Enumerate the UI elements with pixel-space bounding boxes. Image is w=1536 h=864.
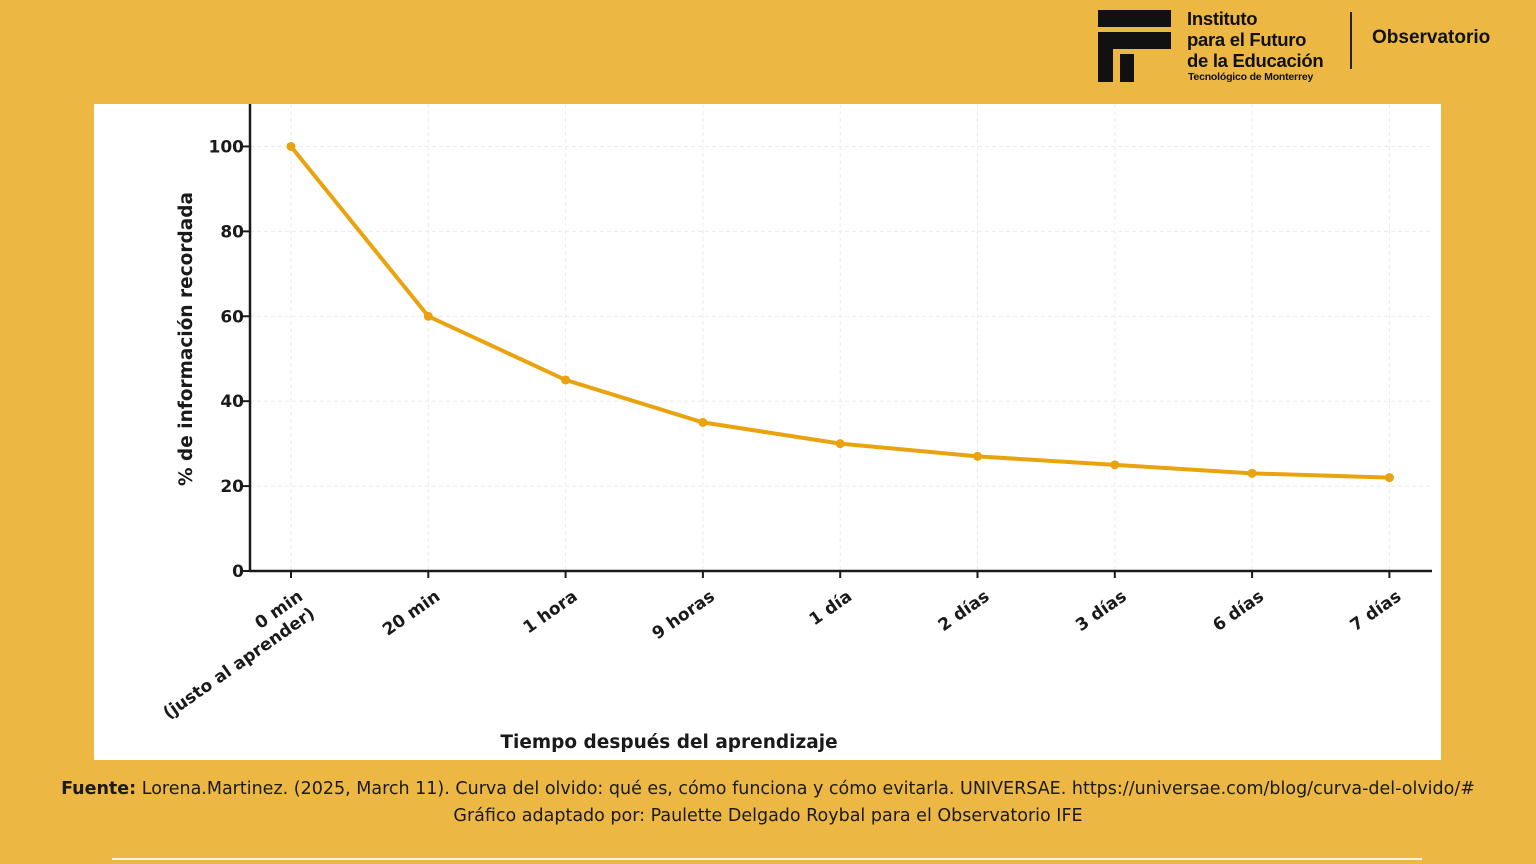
data-point [423,311,433,321]
adapted-by-line: Gráfico adaptado por: Paulette Delgado R… [453,806,1083,826]
x-tick-label-line: 2 días [935,587,993,636]
institute-subtitle: Tecnológico de Monterrey [1188,71,1314,83]
data-point [286,141,296,151]
x-tick-label: 1 día [806,587,856,630]
observatorio-label: Observatorio [1372,27,1491,48]
logo-divider [1350,12,1352,69]
institute-line-2: para el Futuro [1187,29,1307,50]
x-tick-label: 2 días [935,587,993,636]
x-tick-label-line: 7 días [1347,587,1405,636]
bottom-divider [112,858,1422,860]
x-tick-label: 0 min(justo al aprender) [148,587,319,724]
institute-line-1: Instituto [1187,8,1258,29]
source-line: Fuente: Lorena.Martinez. (2025, March 11… [0,776,1536,803]
data-point [1110,460,1120,470]
source-label: Fuente: [61,779,137,799]
x-axis-title: Tiempo después del aprendizaje [500,732,837,753]
x-tick-label-line: 3 días [1072,587,1130,636]
x-tick-label: 1 hora [520,587,582,639]
data-point [698,417,708,427]
x-tick-label: 6 días [1209,587,1267,636]
y-tick-label: 20 [220,477,244,497]
x-tick-label-line: 6 días [1209,587,1267,636]
ife-logo: Instituto para el Futuro de la Educación… [1098,8,1518,90]
x-tick-label-line: (justo al aprender) [160,604,319,724]
data-point [835,439,845,449]
data-point [973,451,982,461]
x-tick-label: 3 días [1072,587,1130,636]
data-point [1247,468,1257,478]
x-tick-label-line: 1 día [806,587,856,630]
y-axis-title: % de información recordada [176,192,197,486]
forgetting-curve-chart: 0 20 40 60 80 100 0 min(justo al aprender) 20 m… [148,104,1432,753]
y-tick-label: 60 [220,307,244,327]
x-tick-label: 20 min [379,587,444,641]
ife-logo-mark-icon [1098,10,1171,82]
y-tick-label: 0 [232,562,244,582]
y-tick-label: 100 [209,137,245,157]
chart-panel: 0 20 40 60 80 100 0 min(justo al aprender) 20 m… [94,104,1441,760]
x-tick-label-line: 9 horas [649,587,719,644]
y-tick-label: 40 [220,392,244,412]
x-tick-label-line: 20 min [379,587,444,641]
x-tick-label-line: 1 hora [520,587,582,639]
institute-line-3: de la Educación [1187,50,1324,71]
y-tick-label: 80 [220,222,244,242]
source-citation: Lorena.Martinez. (2025, March 11). Curva… [141,779,1475,799]
x-tick-label: 9 horas [649,587,719,644]
institute-name: Instituto para el Futuro de la Educación [1187,8,1324,71]
x-tick-label: 7 días [1347,587,1405,636]
source-note: Fuente: Lorena.Martinez. (2025, March 11… [0,776,1536,830]
data-point [561,375,571,385]
data-point [1384,473,1394,483]
